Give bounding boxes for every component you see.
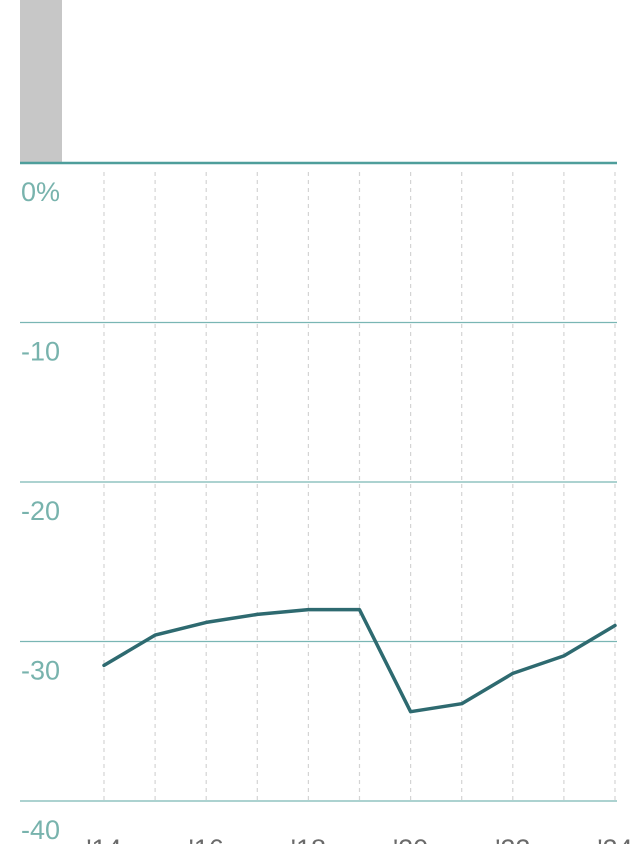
x-tick-label: '24 — [597, 834, 632, 844]
x-tick-label: '14 — [86, 834, 121, 844]
x-tick-label: '20 — [393, 834, 428, 844]
series-line — [102, 607, 617, 714]
y-axis-labels: 0% -10 -20 -30 -40 — [21, 177, 60, 844]
x-tick-label: '16 — [189, 834, 224, 844]
y-tick-label: -40 — [21, 815, 60, 844]
partial-gray-bar — [20, 0, 62, 163]
y-tick-label: -20 — [21, 496, 60, 526]
y-tick-label: -10 — [21, 337, 60, 367]
x-tick-label: '22 — [495, 834, 530, 844]
y-tick-label: 0% — [21, 177, 60, 207]
x-tick-label: '18 — [291, 834, 326, 844]
x-axis-labels: '14 '16 '18 '20 '22 '24 — [86, 834, 632, 844]
y-tick-label: -30 — [21, 656, 60, 686]
horizontal-grid — [20, 321, 617, 802]
vertical-grid — [103, 172, 616, 801]
